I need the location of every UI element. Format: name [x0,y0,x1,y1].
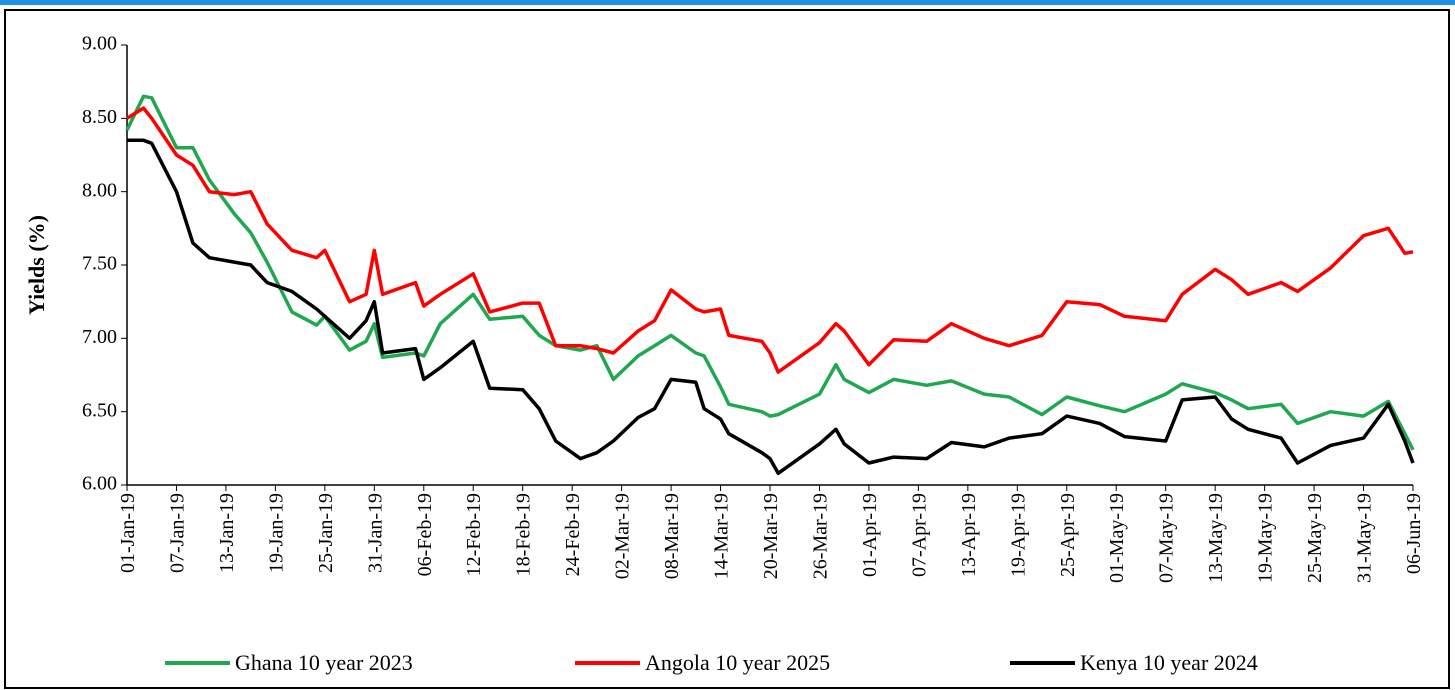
y-tick-label: 6.00 [82,473,117,495]
x-tick-label: 19-Jan-19 [265,493,287,573]
y-tick-label: 7.50 [82,253,117,275]
x-tick-label: 20-Mar-19 [760,493,782,579]
legend-label: Angola 10 year 2025 [645,650,830,675]
x-tick-label: 18-Feb-19 [513,493,535,576]
x-tick-label: 31-Jan-19 [364,493,386,573]
x-tick-label: 07-Apr-19 [908,493,930,577]
y-tick-label: 9.00 [82,33,117,55]
series-line [125,94,1415,451]
x-tick-label: 13-May-19 [1205,493,1227,583]
legend-label: Ghana 10 year 2023 [235,650,413,675]
x-tick-label: 13-Jan-19 [216,493,238,573]
x-tick-label: 02-Mar-19 [612,493,634,579]
y-tick-label: 6.50 [82,399,117,421]
x-tick-label: 25-Jan-19 [315,493,337,573]
x-tick-label: 08-Mar-19 [661,493,683,579]
y-tick-label: 8.00 [82,179,117,201]
y-tick-label: 8.50 [82,106,117,128]
x-tick-label: 19-Apr-19 [1007,493,1029,577]
x-tick-label: 25-May-19 [1304,493,1326,583]
x-tick-label: 13-Apr-19 [958,493,980,577]
x-tick-label: 24-Feb-19 [562,493,584,576]
x-tick-label: 01-Jan-19 [117,493,139,573]
x-tick-label: 06-Feb-19 [414,493,436,576]
x-tick-label: 06-Jun-19 [1403,493,1425,574]
x-tick-label: 14-Mar-19 [711,493,733,579]
x-tick-label: 01-Apr-19 [859,493,881,577]
x-tick-label: 25-Apr-19 [1057,493,1079,577]
frame [4,9,1450,689]
top-bar [0,0,1455,5]
y-tick-label: 7.00 [82,326,117,348]
y-axis-title: Yields (%) [24,215,49,315]
x-tick-label: 31-May-19 [1354,493,1376,583]
x-tick-label: 01-May-19 [1106,493,1128,583]
x-tick-label: 19-May-19 [1255,493,1277,583]
legend-label: Kenya 10 year 2024 [1080,650,1258,675]
series-line [127,138,1415,476]
series-line [126,106,1414,374]
x-tick-label: 07-May-19 [1156,493,1178,583]
x-tick-label: 26-Mar-19 [809,493,831,579]
x-tick-label: 07-Jan-19 [166,493,188,573]
x-tick-label: 12-Feb-19 [463,493,485,576]
